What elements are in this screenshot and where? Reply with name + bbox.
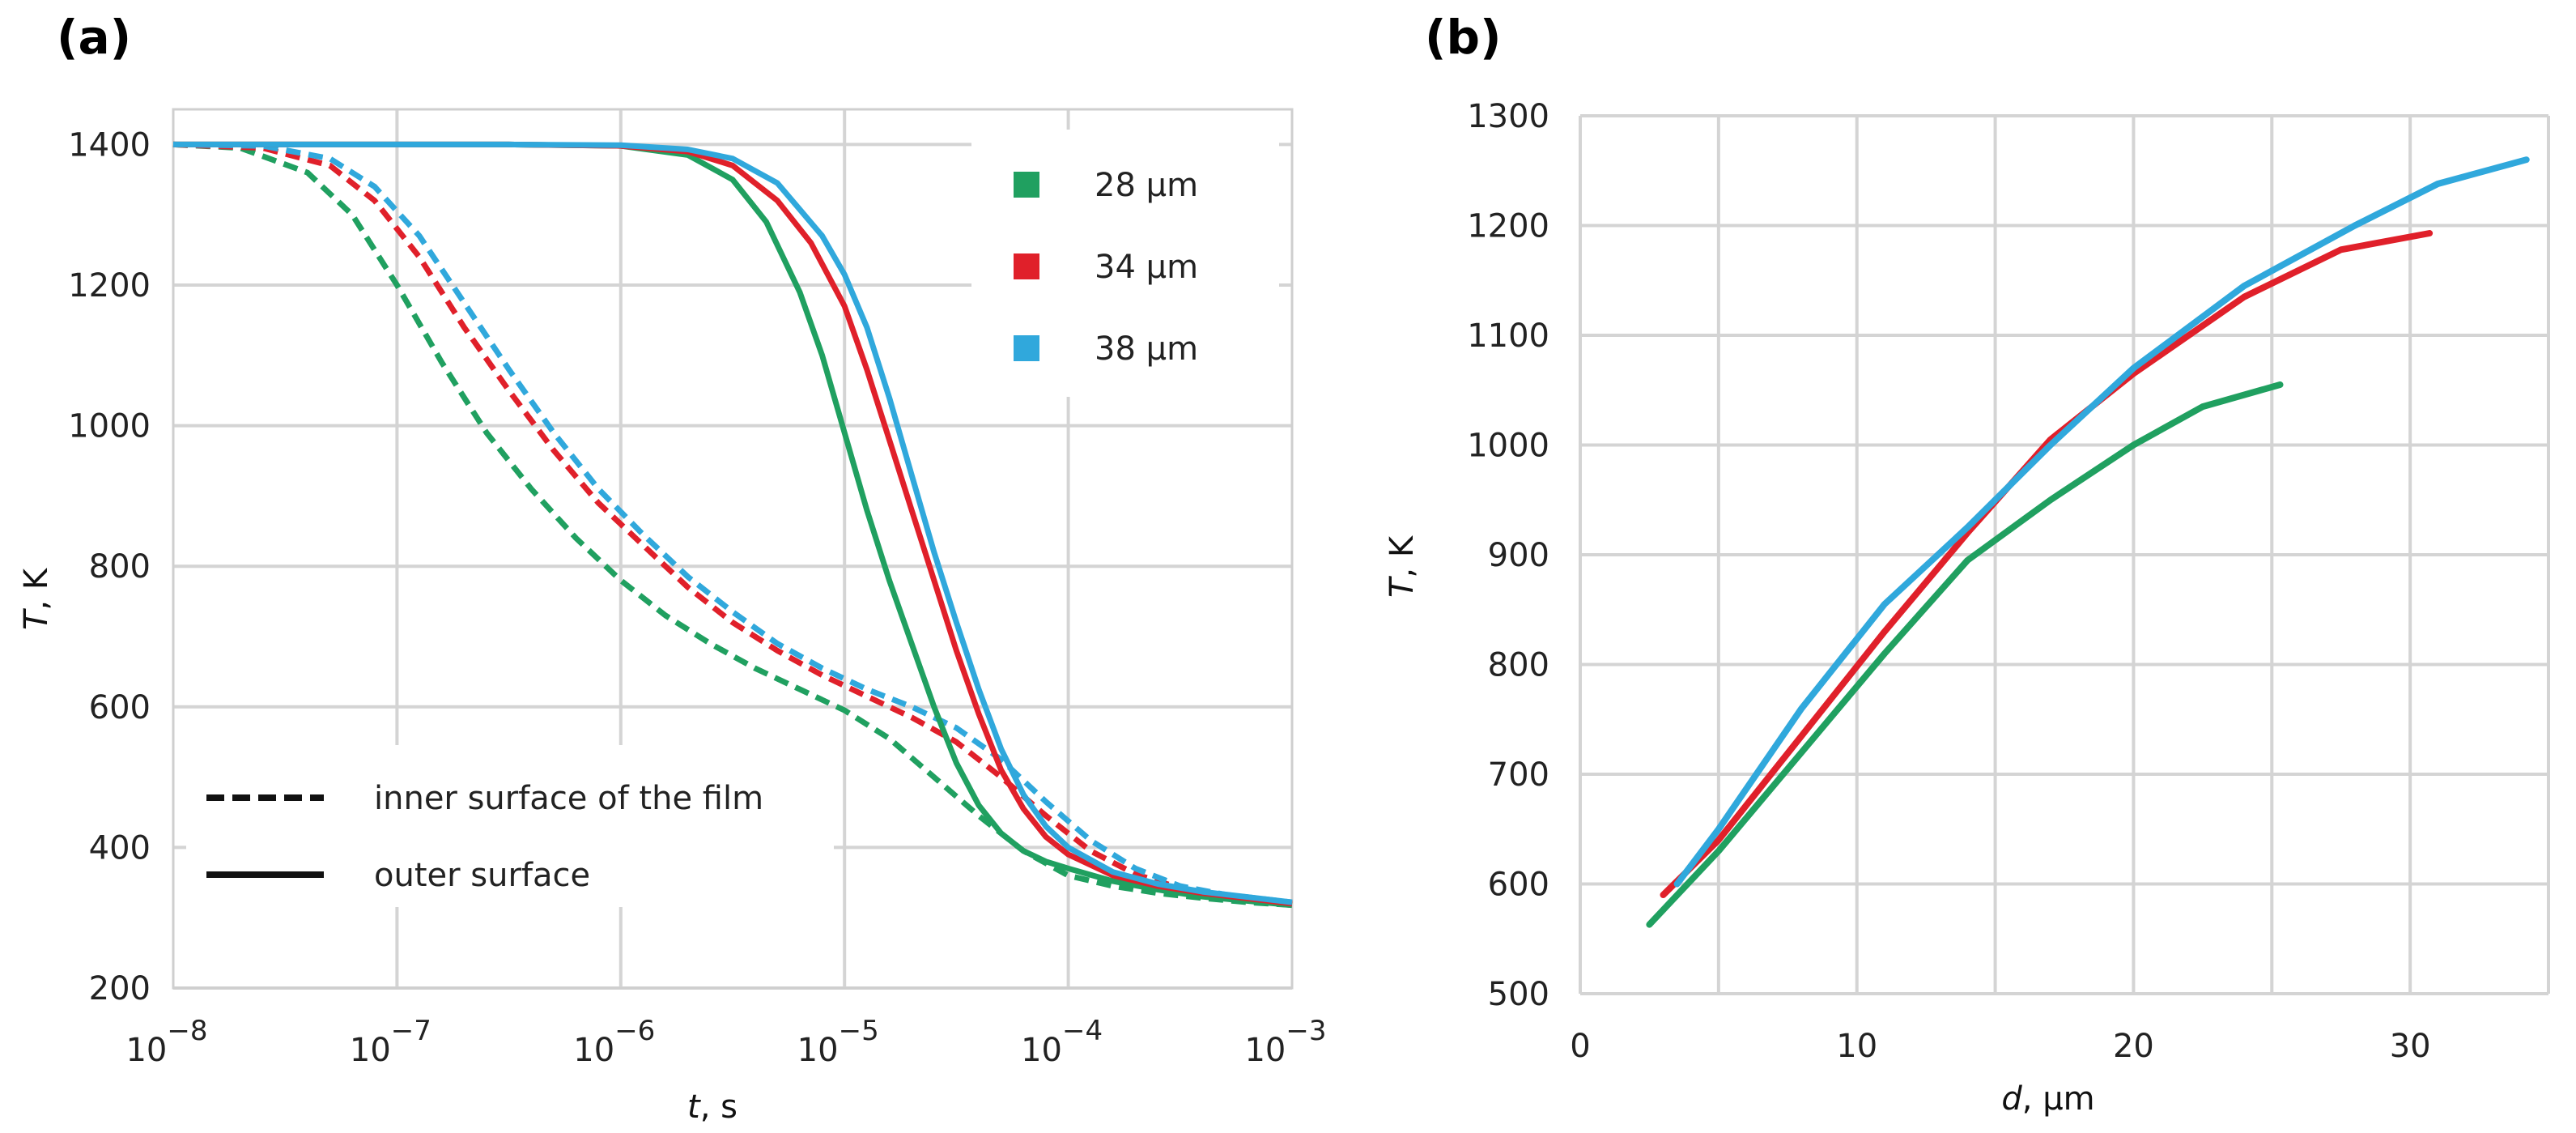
panel-b-series [1646, 156, 2530, 928]
panel-a-series [172, 141, 1293, 909]
panel-b-x-axis-title-var: d [2001, 1080, 2022, 1118]
panel-b-x-axis-title: d, μm [2001, 1080, 2094, 1118]
panel-b-x-ticks: 0 10 20 30 [1570, 1028, 2430, 1065]
panel-a-x-tick-label: 10−3 [1244, 1015, 1326, 1069]
panel-a-style-legend-bg [186, 745, 834, 907]
panel-b-y-tick-label: 1000 [1467, 428, 1549, 465]
panel-b-y-axis-title-var: T [1384, 575, 1421, 598]
panel-a-x-axis-title: t, s [687, 1088, 738, 1126]
panel-a-series-line [173, 141, 1293, 905]
panel-b-x-tick-label: 20 [2113, 1028, 2154, 1065]
panel-a-y-tick-label: 800 [89, 548, 151, 586]
panel-a-x-tick-label: 10−4 [1021, 1015, 1103, 1069]
panel-a-y-axis-title-var: T [18, 607, 55, 630]
panel-a-y-tick-label: 600 [89, 689, 151, 726]
panel-a-style-legend-label: inner surface of the film [374, 780, 763, 817]
panel-b-x-tick-label: 10 [1836, 1028, 1877, 1065]
panel-a-legend-swatch [1014, 172, 1039, 198]
panel-a-legend-label: 34 μm [1095, 249, 1198, 286]
panel-b-x-axis-title-unit: , μm [2022, 1080, 2095, 1118]
panel-b-y-tick-label: 500 [1488, 976, 1549, 1013]
panel-b-x-tick-label: 30 [2390, 1028, 2431, 1065]
panel-a-y-tick-label: 1400 [68, 126, 151, 164]
panel-b-label: (b) [1425, 10, 1502, 65]
panel-a-y-tick-label: 400 [89, 829, 151, 867]
panel-a-label: (a) [57, 10, 131, 65]
panel-b-y-tick-label: 700 [1488, 756, 1549, 794]
panel-b-series-line [1673, 156, 2530, 888]
panel-b-y-tick-label: 1300 [1467, 98, 1549, 135]
panel-b-y-axis-title: T, K [1384, 535, 1421, 598]
panel-b-chart: (b) 500 600 700 800 900 1000 1100 1200 1300 0 10 2… [1384, 10, 2550, 1118]
panel-a-y-axis-title-unit: , K [18, 567, 55, 610]
panel-a-y-tick-label: 200 [89, 970, 151, 1007]
panel-b-y-tick-label: 1100 [1467, 317, 1549, 355]
panel-a-legend-swatch [1014, 335, 1039, 361]
panel-a-y-tick-label: 1200 [68, 267, 151, 305]
panel-a-plot-frame [172, 108, 1294, 990]
panel-a-x-tick-label: 10−8 [125, 1015, 207, 1069]
panel-b-y-tick-label: 600 [1488, 867, 1549, 904]
panel-a-style-legend-label: outer surface [374, 857, 590, 894]
panel-a-x-tick-label: 10−5 [797, 1015, 879, 1069]
panel-a-series-line [172, 141, 1293, 907]
panel-a-series-line [173, 141, 1293, 909]
panel-a-x-axis-title-var: t [687, 1088, 701, 1126]
panel-a-x-tick-label: 10−7 [350, 1015, 431, 1069]
panel-a-x-ticks: 10−8 10−7 10−6 10−5 10−4 10−3 [125, 1015, 1326, 1069]
panel-a-series-line [172, 141, 1293, 905]
panel-a-legend-label: 38 μm [1095, 330, 1198, 368]
panel-a-style-legend: inner surface of the film outer surface [206, 780, 763, 894]
panel-a-legend-label: 28 μm [1095, 167, 1198, 204]
panel-a-color-legend: 28 μm 34 μm 38 μm [1014, 167, 1198, 368]
panel-b-y-axis-title-unit: , K [1384, 535, 1421, 577]
panel-a-series-line [172, 141, 1293, 909]
panel-a-y-axis-title: T, K [18, 567, 55, 630]
panel-b-y-tick-label: 900 [1488, 537, 1549, 574]
panel-a-x-tick-label: 10−6 [573, 1015, 655, 1069]
panel-b-grid [1579, 114, 2550, 995]
panel-a-x-axis-title-unit: , s [700, 1088, 738, 1126]
panel-b-series-line [1646, 381, 2284, 928]
panel-b-series-line [1660, 230, 2434, 898]
panel-a-series-line [173, 141, 1293, 907]
panel-a-legend-swatch [1014, 253, 1039, 279]
panel-a-y-tick-label: 1000 [68, 408, 151, 445]
panel-b-x-tick-label: 0 [1570, 1028, 1590, 1065]
panel-b-y-tick-label: 1200 [1467, 208, 1549, 245]
panel-b-y-tick-label: 800 [1488, 647, 1549, 684]
panel-b-y-ticks: 500 600 700 800 900 1000 1100 1200 1300 [1467, 98, 1549, 1013]
panel-a-y-ticks: 200 400 600 800 1000 1200 1400 [68, 126, 151, 1007]
